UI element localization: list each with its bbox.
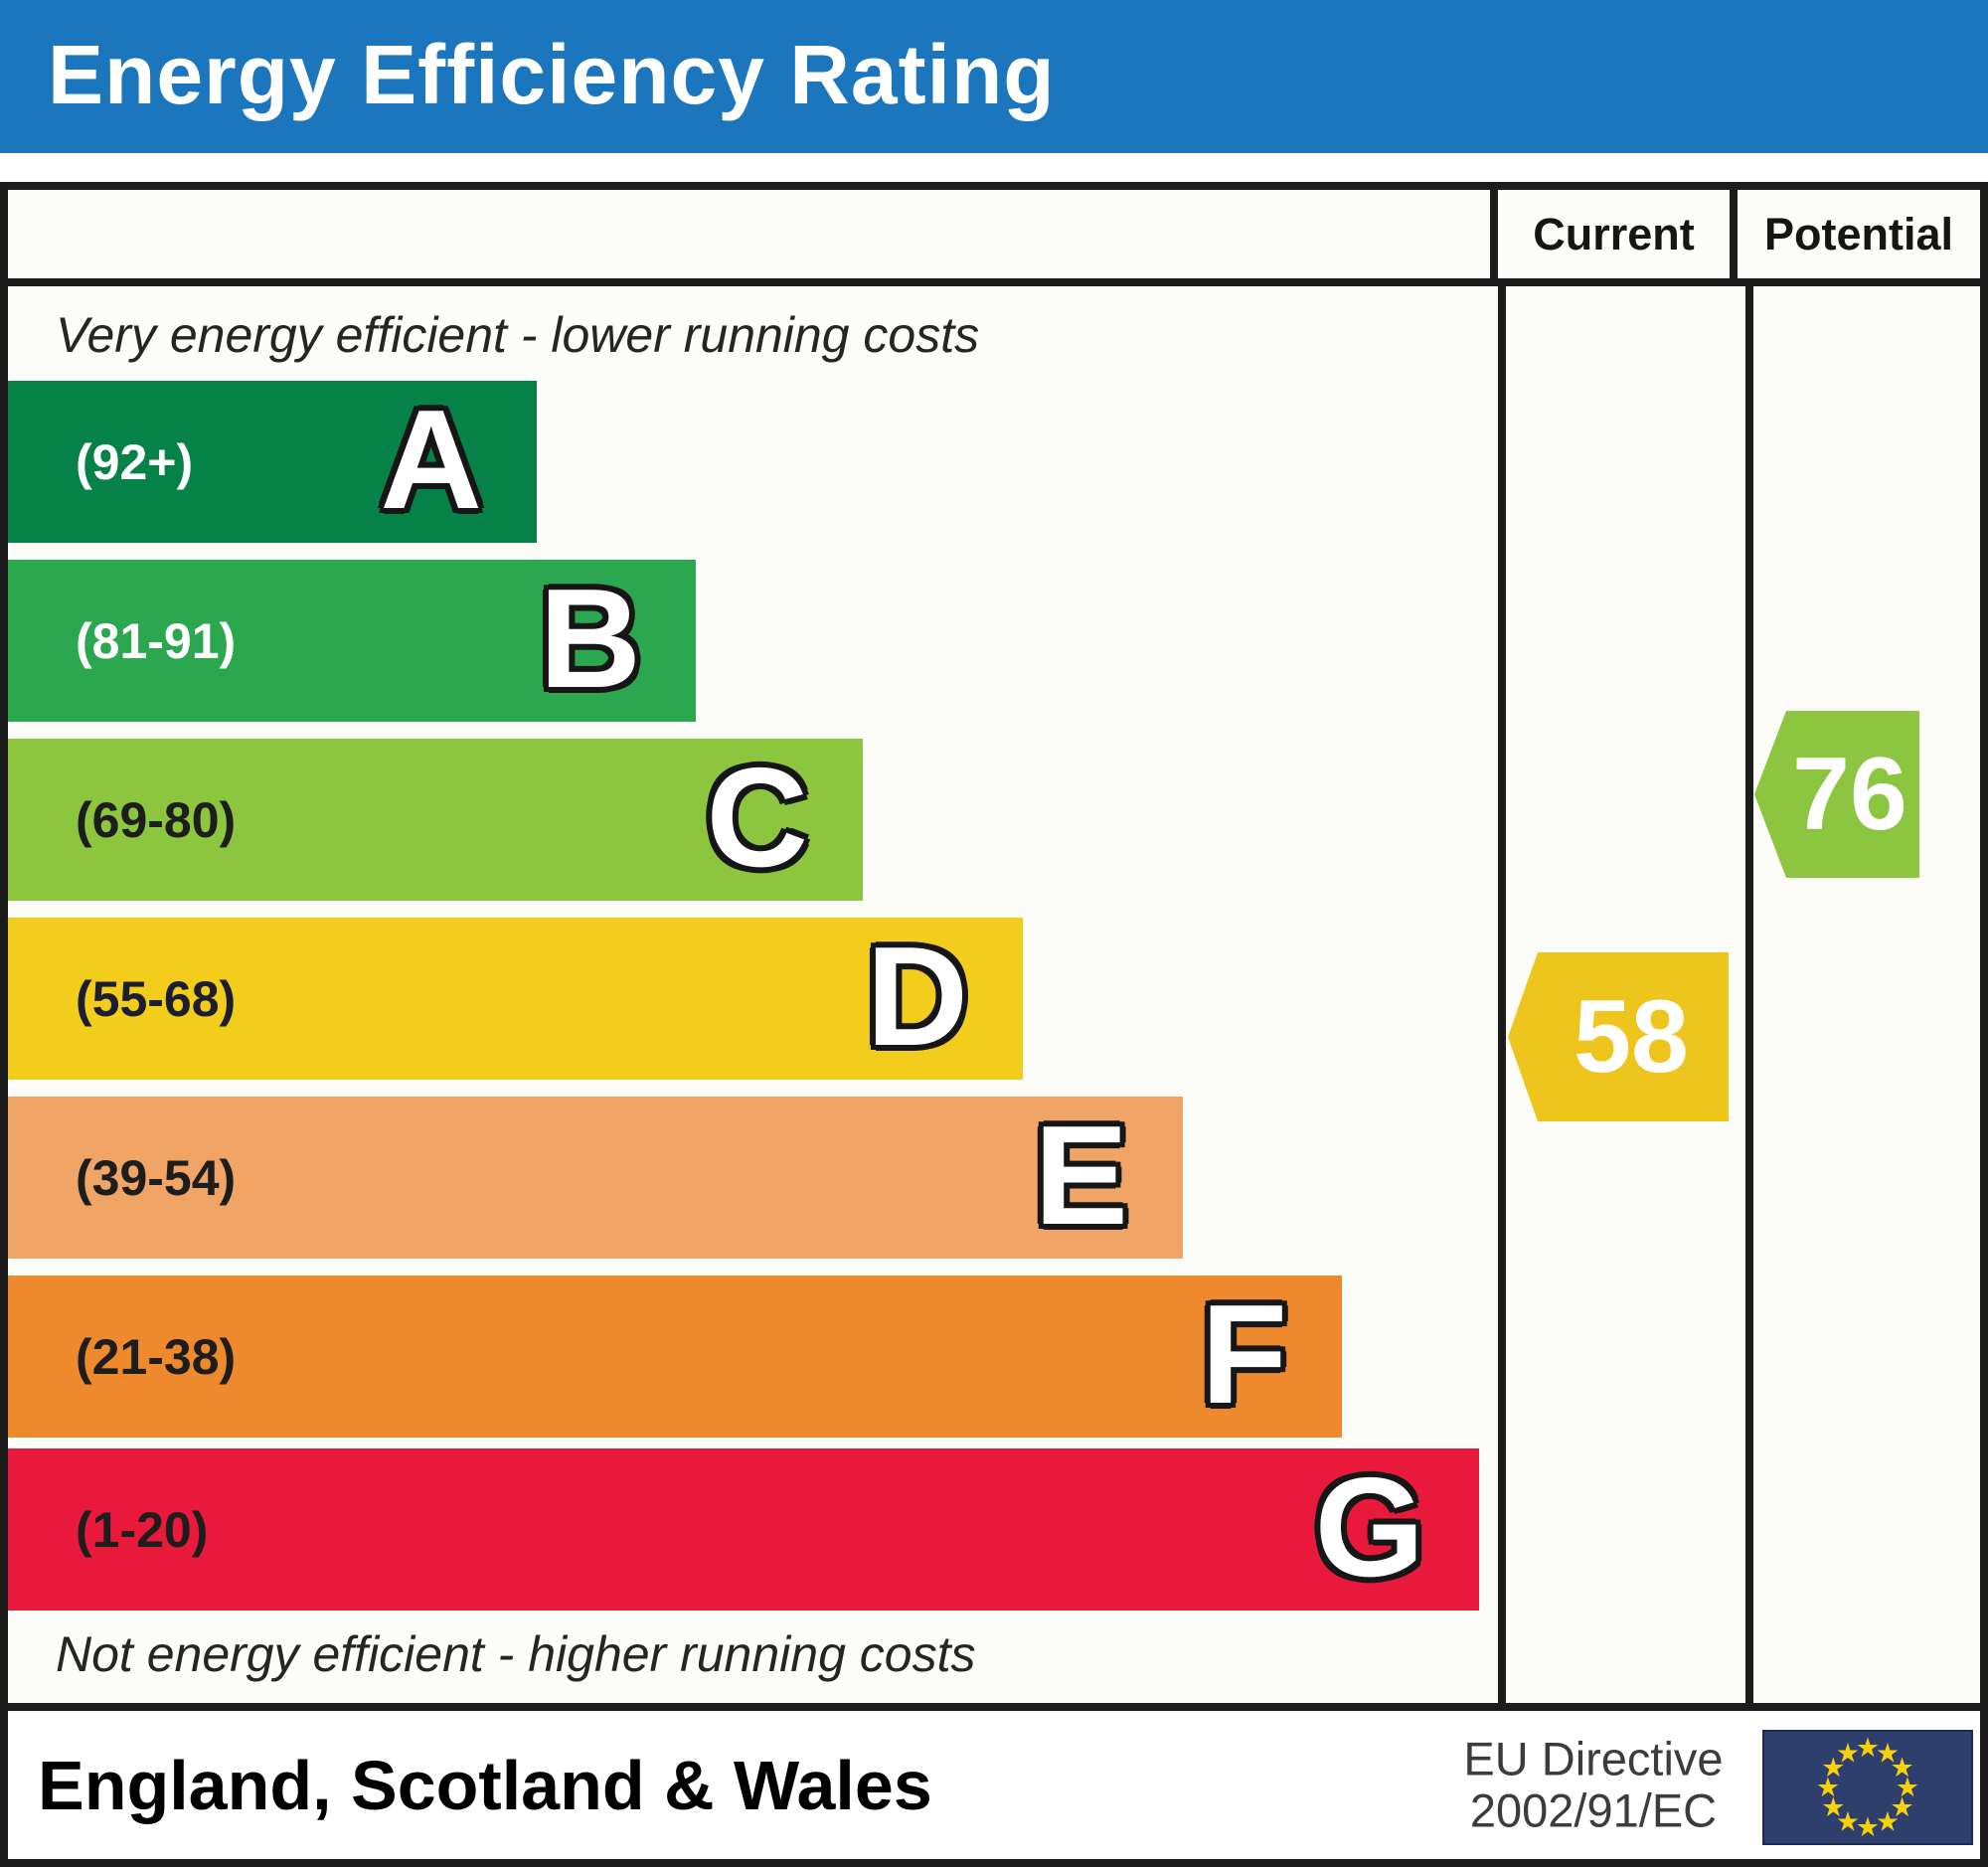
eu-star-icon: ★ bbox=[1895, 1773, 1920, 1802]
eu-star-icon: ★ bbox=[1835, 1738, 1861, 1769]
band-range-d: (55-68) bbox=[76, 970, 237, 1027]
column-divider-potential bbox=[1745, 286, 1753, 1703]
band-bar-f: (21-38) F bbox=[8, 1275, 1342, 1438]
band-bar-c: (69-80) C bbox=[8, 739, 863, 901]
eu-star-icon: ★ bbox=[1875, 1738, 1901, 1769]
band-range-e: (39-54) bbox=[76, 1149, 237, 1206]
eu-directive-line1: EU Directive bbox=[1463, 1731, 1724, 1784]
band-letter-a: A bbox=[380, 381, 482, 539]
band-letter-b: B bbox=[539, 560, 641, 718]
eu-star-icon: ★ bbox=[1890, 1753, 1914, 1782]
current-rating-arrow: 58 bbox=[1508, 952, 1729, 1121]
eu-star-icon: ★ bbox=[1821, 1753, 1846, 1782]
band-range-f: (21-38) bbox=[76, 1328, 237, 1385]
band-row-g: (1-20) G bbox=[8, 1448, 1498, 1611]
eu-star-icon: ★ bbox=[1855, 1733, 1881, 1763]
band-letter-f: F bbox=[1201, 1275, 1287, 1434]
band-row-b: (81-91) B bbox=[8, 560, 1498, 722]
eu-star-icon: ★ bbox=[1855, 1812, 1881, 1842]
eu-star-icon: ★ bbox=[1821, 1792, 1846, 1822]
band-range-b: (81-91) bbox=[76, 612, 237, 669]
band-row-f: (21-38) F bbox=[8, 1275, 1498, 1438]
band-letter-e: E bbox=[1034, 1097, 1128, 1255]
header-cell-potential: Potential bbox=[1763, 208, 1954, 259]
eu-star-icon: ★ bbox=[1890, 1792, 1914, 1822]
band-row-e: (39-54) E bbox=[8, 1097, 1498, 1259]
page-title: Energy Efficiency Rating bbox=[0, 0, 1988, 153]
band-letter-g: G bbox=[1314, 1448, 1424, 1607]
rating-ladder-area: Very energy efficient - lower running co… bbox=[8, 286, 1980, 1711]
column-divider-current bbox=[1498, 286, 1506, 1703]
eu-flag-icon: ★ ★ ★ ★ ★ ★ ★ ★ ★ ★ ★ ★ bbox=[1762, 1730, 1973, 1845]
band-range-g: (1-20) bbox=[76, 1501, 209, 1558]
header-cell-empty bbox=[8, 190, 1498, 278]
band-row-c: (69-80) C bbox=[8, 739, 1498, 901]
band-bar-a: (92+) A bbox=[8, 381, 537, 543]
note-very-efficient: Very energy efficient - lower running co… bbox=[56, 307, 980, 363]
header-cell-current: Current bbox=[1498, 190, 1738, 278]
band-letter-c: C bbox=[706, 739, 808, 897]
band-bar-g: (1-20) G bbox=[8, 1448, 1479, 1611]
band-row-d: (55-68) D bbox=[8, 918, 1498, 1080]
table-footer-row: England, Scotland & Wales EU Directive 2… bbox=[8, 1711, 1980, 1859]
table-header-row: Current Potential bbox=[8, 190, 1980, 286]
note-not-efficient: Not energy efficient - higher running co… bbox=[56, 1626, 976, 1682]
eu-directive-line2: 2002/91/EC bbox=[1469, 1783, 1718, 1837]
band-range-a: (92+) bbox=[76, 433, 194, 490]
eu-star-icon: ★ bbox=[1875, 1806, 1901, 1837]
eu-directive-label: EU Directive 2002/91/EC bbox=[1439, 1731, 1747, 1837]
eu-star-icon: ★ bbox=[1835, 1806, 1861, 1837]
band-bar-e: (39-54) E bbox=[8, 1097, 1183, 1259]
rating-table: Current Potential Very energy efficient … bbox=[0, 182, 1988, 1867]
band-bar-d: (55-68) D bbox=[8, 918, 1023, 1080]
band-bar-b: (81-91) B bbox=[8, 560, 696, 722]
band-letter-d: D bbox=[866, 918, 968, 1076]
eu-star-icon: ★ bbox=[1815, 1773, 1841, 1802]
region-label: England, Scotland & Wales bbox=[38, 1746, 932, 1824]
band-row-a: (92+) A bbox=[8, 381, 1498, 543]
band-range-c: (69-80) bbox=[76, 791, 237, 848]
potential-rating-arrow: 76 bbox=[1754, 711, 1919, 878]
